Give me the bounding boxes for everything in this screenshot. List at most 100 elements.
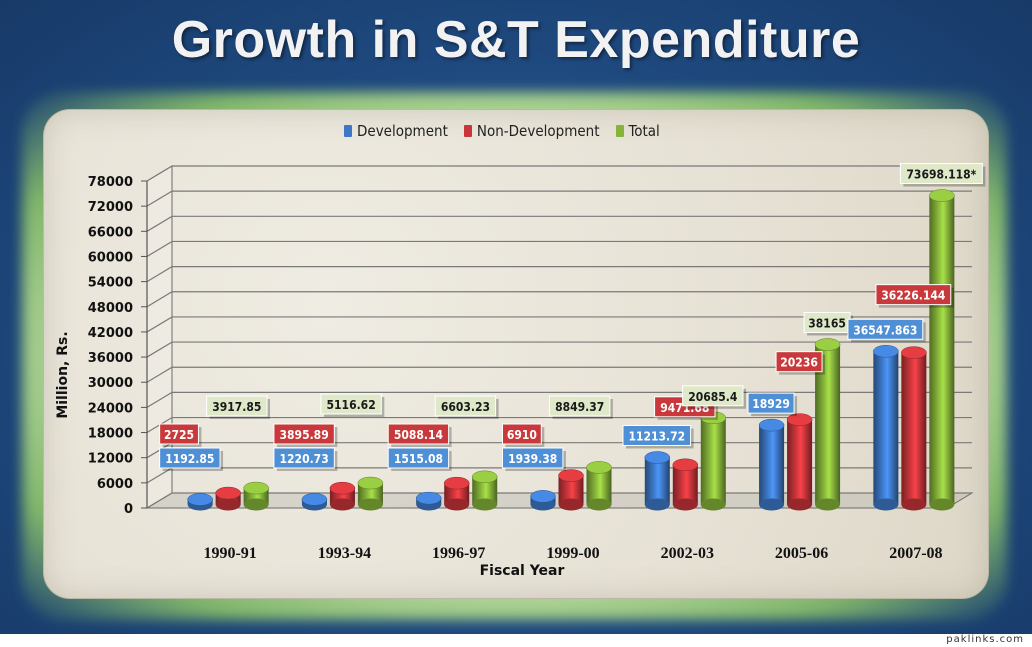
data-label-non-development: 20236 bbox=[775, 351, 826, 375]
gridline bbox=[146, 190, 972, 207]
data-label-text: 1192.85 bbox=[165, 452, 214, 466]
y-tick-label: 54000 bbox=[88, 276, 133, 291]
data-label-text: 1220.73 bbox=[280, 452, 329, 466]
data-label-box bbox=[747, 392, 795, 414]
x-tick-label: 2005-06 bbox=[775, 545, 828, 562]
gridline bbox=[146, 266, 972, 283]
legend-item-non-development: Non-Development bbox=[463, 122, 600, 140]
x-tick-label: 1993-94 bbox=[318, 545, 371, 562]
y-tick-label: 48000 bbox=[88, 301, 133, 316]
bar-base bbox=[444, 498, 470, 511]
bar-cap bbox=[301, 493, 328, 506]
slide-title: Growth in S&T Expenditure bbox=[171, 11, 861, 69]
x-tick-label: 1999-00 bbox=[546, 545, 599, 562]
chart-axes: 0 6000 12000 18000 24000 30000 36000 42000 48000… bbox=[88, 175, 943, 562]
bar-cap bbox=[215, 486, 241, 500]
expenditure-chart: 0 6000 12000 18000 24000 30000 36000 42000 48000… bbox=[55, 163, 986, 579]
legend-label-non-development: Non-Development bbox=[476, 122, 600, 140]
data-label-box bbox=[549, 395, 611, 417]
bar-cap bbox=[586, 461, 612, 474]
x-tick-label: 1996-97 bbox=[432, 545, 485, 562]
data-label-box bbox=[875, 284, 952, 306]
data-label-text: 20685.4 bbox=[688, 390, 738, 404]
data-label-box bbox=[206, 395, 268, 417]
bar-base bbox=[357, 498, 383, 511]
x-tick-label: 2007-08 bbox=[889, 545, 942, 562]
data-label-box bbox=[273, 447, 335, 469]
y-tick-label: 36000 bbox=[88, 351, 133, 366]
data-label-box bbox=[622, 424, 692, 446]
bar-cap bbox=[357, 476, 384, 490]
legend-item-development: Development bbox=[344, 122, 448, 140]
bar-cap bbox=[786, 413, 813, 426]
y-tick-label: 78000 bbox=[88, 175, 133, 190]
data-label-box bbox=[387, 447, 450, 469]
bar-non-development bbox=[901, 352, 927, 505]
data-label-box bbox=[434, 395, 497, 417]
x-tick-label: 2002-03 bbox=[661, 545, 714, 562]
bar-base bbox=[700, 498, 726, 511]
legend-swatch-non-development bbox=[463, 125, 472, 137]
legend-swatch-total bbox=[615, 125, 624, 137]
data-label-non-development: 5088.14 bbox=[387, 423, 452, 447]
bar-cap bbox=[558, 469, 584, 482]
bar-total bbox=[700, 417, 726, 505]
data-label-text: 6603.23 bbox=[441, 400, 490, 414]
legend-label-total: Total bbox=[628, 122, 660, 140]
data-label-total: 38165 bbox=[803, 312, 854, 336]
bar-development bbox=[873, 351, 899, 505]
data-label-text: 11213.72 bbox=[628, 429, 685, 443]
chart-data-labels: 1192.85 2725 3917.85 1220.73 3895.89 5116.62 1… bbox=[159, 163, 986, 471]
gridline bbox=[146, 366, 972, 383]
bar-cap bbox=[443, 476, 470, 490]
x-tick-label: 1990-91 bbox=[203, 545, 256, 562]
bar-base bbox=[243, 498, 269, 511]
bar-base bbox=[329, 498, 355, 511]
bar-base bbox=[787, 498, 813, 511]
gridline bbox=[146, 416, 972, 434]
bar-total bbox=[929, 195, 955, 505]
data-label-total: 6603.23 bbox=[434, 395, 499, 419]
data-label-total: 73698.118* bbox=[899, 163, 986, 187]
y-tick-label: 12000 bbox=[88, 452, 133, 467]
data-label-development: 18929 bbox=[747, 392, 798, 417]
data-label-development: 1192.85 bbox=[159, 447, 224, 471]
data-label-box bbox=[159, 423, 199, 445]
bar-development bbox=[759, 425, 785, 505]
data-label-text: 20236 bbox=[780, 356, 818, 370]
data-label-non-development: 36226.144 bbox=[875, 284, 954, 308]
data-label-text: 2725 bbox=[164, 428, 194, 442]
data-label-total: 8849.37 bbox=[549, 395, 613, 419]
data-label-development: 1515.08 bbox=[387, 447, 452, 471]
data-label-text: 5088.14 bbox=[394, 428, 444, 442]
data-label-text: 36547.863 bbox=[853, 323, 917, 337]
y-tick-label: 72000 bbox=[88, 200, 133, 215]
data-label-box bbox=[847, 318, 924, 340]
bar-non-development bbox=[672, 464, 698, 505]
data-label-total: 20685.4 bbox=[682, 385, 746, 409]
data-label-box bbox=[502, 423, 542, 445]
bar-base bbox=[929, 498, 955, 511]
y-tick-label: 60000 bbox=[88, 250, 133, 265]
data-label-text: 1515.08 bbox=[394, 452, 443, 466]
y-tick-label: 6000 bbox=[97, 477, 133, 492]
data-label-development: 1220.73 bbox=[273, 447, 338, 471]
bar-base bbox=[472, 498, 498, 511]
bar-base bbox=[759, 498, 785, 511]
data-label-box bbox=[502, 447, 564, 469]
data-label-development: 11213.72 bbox=[622, 424, 694, 449]
data-label-box bbox=[775, 351, 823, 373]
gridline bbox=[146, 215, 972, 232]
y-tick-label: 24000 bbox=[88, 401, 133, 416]
data-label-text: 38165 bbox=[808, 317, 846, 331]
bar-base bbox=[586, 498, 612, 511]
bar-non-development bbox=[787, 419, 813, 505]
data-label-box bbox=[159, 447, 221, 469]
gridline bbox=[146, 341, 972, 358]
bar-development bbox=[644, 457, 670, 505]
data-label-box bbox=[387, 423, 450, 445]
data-label-text: 1939.38 bbox=[508, 452, 557, 466]
data-label-text: 6910 bbox=[507, 428, 537, 442]
y-tick-label: 66000 bbox=[88, 225, 133, 240]
data-label-text: 73698.118* bbox=[906, 168, 976, 182]
